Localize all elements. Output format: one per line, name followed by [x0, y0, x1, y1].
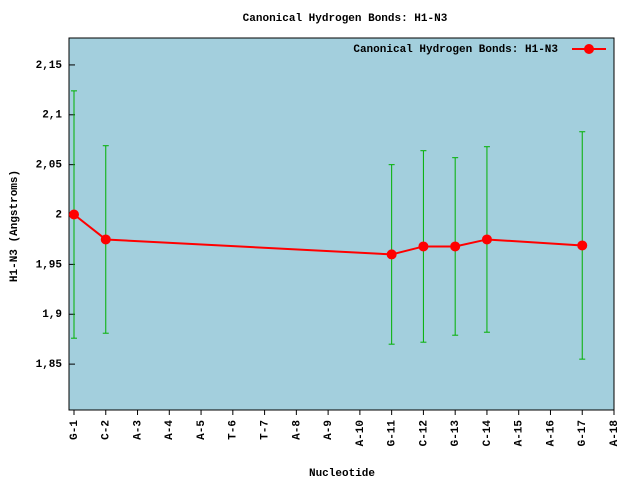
plot-background	[69, 38, 614, 410]
data-point	[577, 240, 588, 251]
y-tick-label: 2,05	[36, 160, 63, 172]
x-tick-label: A-10	[355, 420, 367, 446]
x-tick-label: A-18	[609, 420, 621, 447]
y-tick-label: 2	[55, 209, 62, 221]
data-point	[100, 234, 111, 245]
data-point	[69, 209, 79, 220]
x-tick-label: C-14	[482, 420, 494, 447]
x-tick-label: G-1	[69, 420, 81, 440]
y-tick-label: 2,15	[36, 60, 63, 72]
plot-frame	[68, 37, 615, 411]
y-tick-label: 1,9	[42, 309, 62, 321]
data-point	[386, 249, 397, 260]
chart-title: Canonical Hydrogen Bonds: H1-N3	[243, 13, 448, 25]
data-point	[450, 241, 461, 252]
y-tick-label: 1,95	[36, 259, 63, 271]
x-tick-label: A-5	[196, 420, 208, 440]
x-tick-label: A-8	[291, 420, 303, 440]
x-tick-label: G-17	[577, 420, 589, 446]
y-tick-label: 2,1	[42, 110, 62, 122]
x-axis-label: Nucleotide	[309, 468, 375, 480]
data-point	[418, 241, 429, 252]
x-tick-label: T-7	[259, 420, 271, 440]
x-tick-label: C-12	[418, 420, 430, 446]
x-tick-label: T-6	[228, 420, 240, 440]
y-axis-label: H1-N3 (Angstroms)	[9, 170, 21, 282]
x-tick-label: C-2	[101, 420, 113, 440]
x-tick-label: G-11	[387, 420, 399, 447]
x-tick-label: A-16	[545, 420, 557, 446]
x-tick-label: G-13	[450, 420, 462, 447]
x-tick-label: A-15	[514, 420, 526, 447]
legend-label: Canonical Hydrogen Bonds: H1-N3	[353, 44, 558, 56]
x-tick-label: A-4	[164, 420, 176, 440]
y-tick-label: 1,85	[36, 359, 63, 371]
legend-marker	[584, 44, 594, 54]
x-tick-label: A-9	[323, 420, 335, 440]
x-tick-label: A-3	[132, 420, 144, 440]
data-point	[481, 234, 492, 245]
